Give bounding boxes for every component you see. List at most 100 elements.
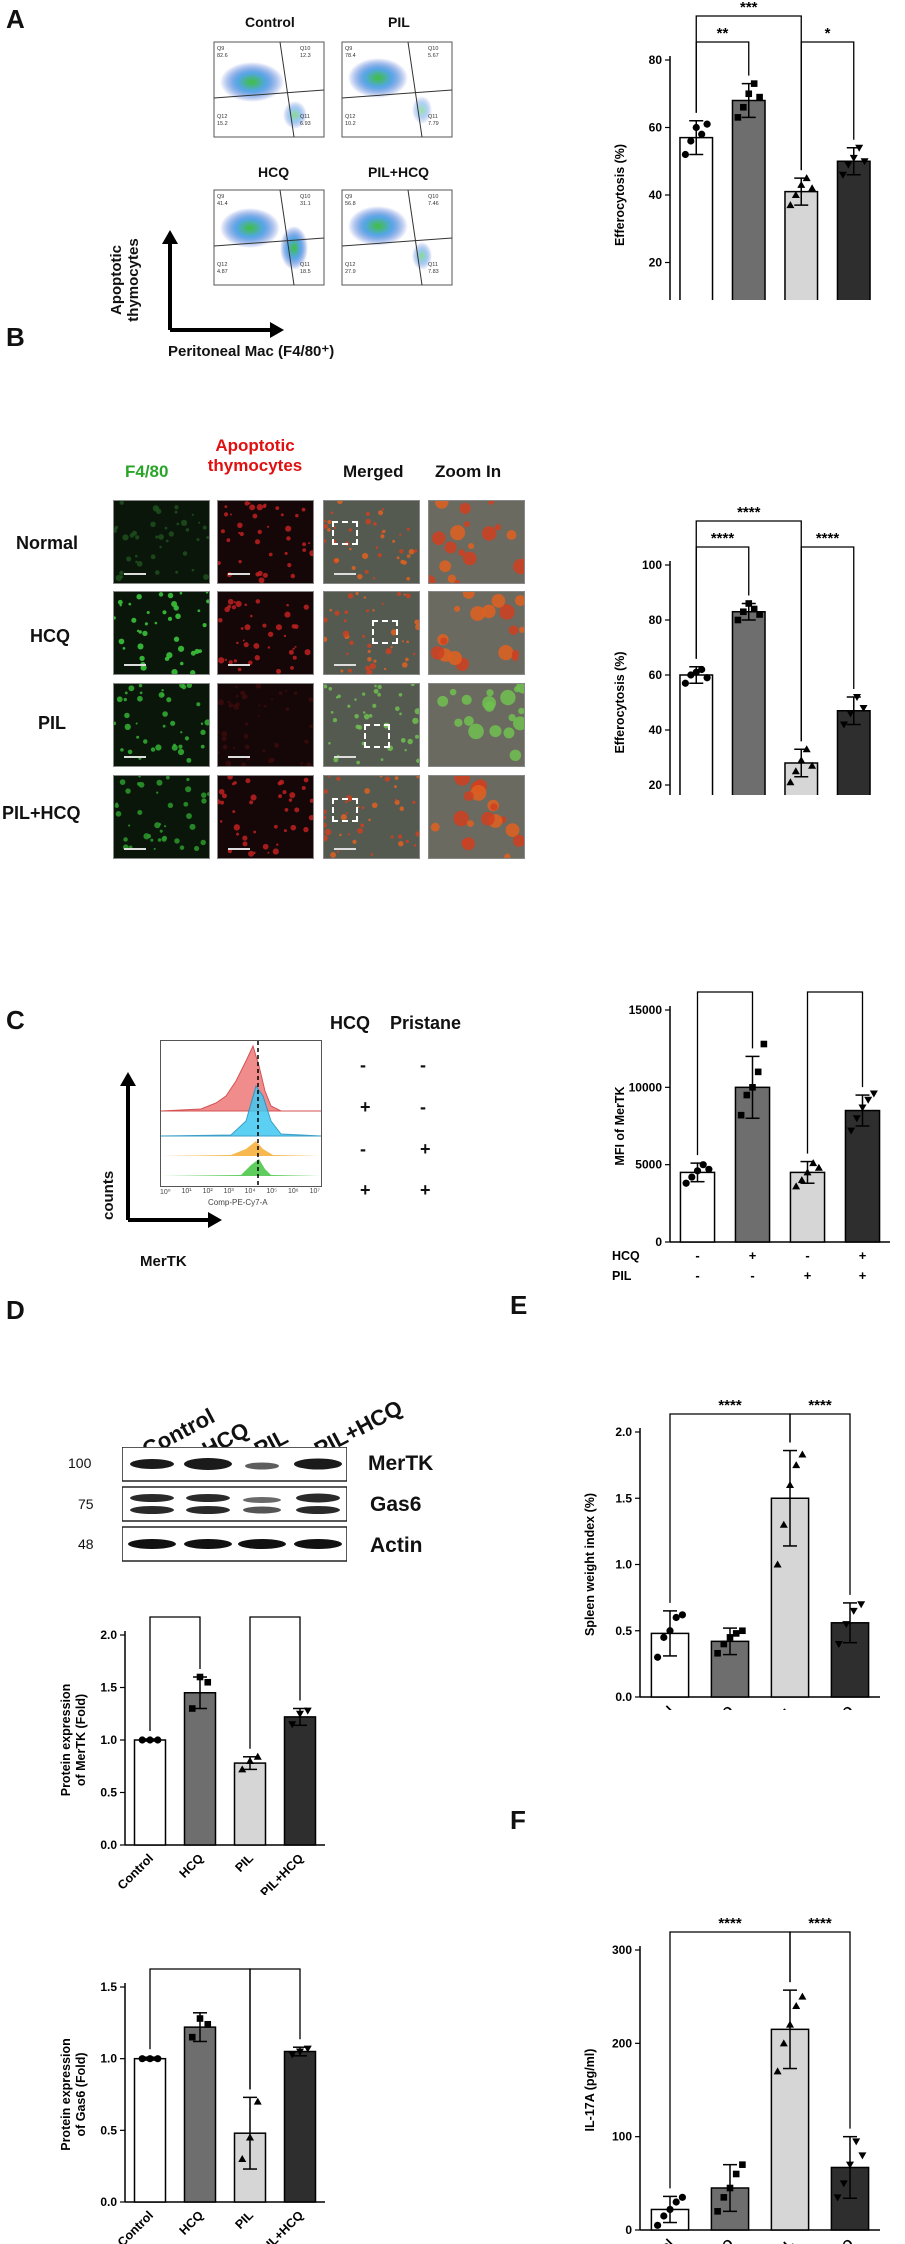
data-point: [857, 1601, 866, 1609]
data-point: [798, 1992, 807, 2000]
flow-plot-pil-hcq: [341, 189, 453, 286]
significance-label: ***: [740, 0, 758, 16]
data-point: [849, 154, 858, 162]
flow-quadrant-label: 18.5: [300, 269, 311, 275]
zoom-region-box: [332, 521, 358, 545]
significance-bracket: [800, 546, 855, 742]
data-point: [869, 1090, 878, 1098]
data-point: [858, 1104, 867, 1112]
x-tick-label: Control: [635, 1703, 676, 1710]
histogram-ticks: 10⁰ 10¹ 10² 10³ 10⁴ 10⁵ 10⁶ 10⁷: [160, 1188, 320, 1196]
y-tick-label: 0.5: [100, 1786, 117, 1800]
data-point: [246, 1757, 254, 1764]
flow-quadrant-label: Q9: [217, 194, 224, 200]
flow-plots-svg: Q982.6Q1012.3Q1215.2Q116.93Q978.4Q105.67…: [213, 41, 453, 286]
significance-bracket: [249, 1968, 301, 2090]
x-tick-label: PIL: [232, 1851, 256, 1875]
mw-48: 48: [78, 1536, 94, 1552]
col-header-apoptotic-line2: thymocytes: [207, 456, 303, 475]
data-point: [660, 2212, 668, 2220]
flow-quadrant-label: 31.1: [300, 201, 311, 207]
x-tick-label: PIL: [772, 1703, 796, 1710]
flow-quadrant-label: 6.93: [300, 121, 311, 127]
protein-gas6: Gas6: [370, 1493, 422, 1516]
y-tick-label: 1.0: [100, 1733, 117, 1747]
significance-bracket: [249, 1616, 301, 1749]
y-tick-label: 60: [649, 121, 663, 135]
data-point: [288, 1721, 297, 1729]
data-point: [196, 2015, 204, 2022]
x-tick-label: HCQ: [707, 1703, 737, 1710]
data-point: [682, 1179, 690, 1187]
data-point: [855, 144, 864, 152]
data-point: [288, 2051, 297, 2059]
significance-label: **: [194, 1965, 206, 1969]
scale-bar: [334, 573, 356, 575]
data-point: [204, 1678, 212, 1686]
data-point: [839, 2180, 848, 2188]
data-point: [779, 1520, 788, 1528]
flow-quadrant-label: Q9: [345, 46, 352, 52]
data-point: [693, 1167, 702, 1175]
data-point: [703, 674, 711, 682]
condition-sign: -: [695, 1248, 699, 1263]
significance-bracket: [789, 1931, 851, 2129]
bar: [679, 136, 714, 300]
data-point: [303, 2045, 312, 2053]
flow-plot-hcq: [213, 189, 325, 286]
hist-condition-sign: -: [360, 1055, 366, 1075]
flow-quadrant-label: 82.6: [217, 53, 228, 59]
significance-label: *: [172, 1615, 178, 1617]
zoom-region-box: [364, 724, 390, 748]
col-header-apoptotic-line1: Apoptotic: [215, 436, 295, 455]
bar: [133, 2057, 167, 2203]
histogram-x-label: Comp-PE-Cy7-A: [208, 1198, 268, 1207]
micrograph-tile: [323, 500, 420, 584]
mertk-histogram: [160, 1040, 322, 1187]
data-point: [860, 158, 869, 166]
col-header-apoptotic: Apoptotic thymocytes: [200, 436, 310, 476]
bar: [133, 1739, 167, 1846]
data-point: [844, 161, 853, 169]
data-point: [739, 1627, 746, 1635]
data-point: [734, 114, 742, 121]
condition-sign: -: [750, 1268, 754, 1283]
micrograph-tile: [323, 775, 420, 859]
significance-label: ****: [816, 530, 840, 547]
flow-quadrant-label: 78.4: [345, 53, 356, 59]
flow-quadrant-label: 10.2: [345, 121, 356, 127]
scale-bar: [228, 573, 250, 575]
flow-quadrant-label: Q10: [428, 46, 438, 52]
data-point: [797, 1176, 806, 1184]
hist-condition-sign: +: [420, 1139, 431, 1159]
data-point: [839, 721, 848, 729]
data-point: [705, 1165, 713, 1173]
significance-label: ****: [711, 530, 735, 547]
data-point: [138, 1736, 146, 1744]
mertk-axis-arrows: [120, 1072, 222, 1228]
micrograph-tile: [113, 683, 210, 767]
data-point: [687, 671, 695, 679]
data-point: [786, 1481, 794, 1488]
bar: [233, 1762, 267, 1846]
data-point: [754, 1068, 762, 1076]
y-axis-label: MFI of MerTK: [613, 1086, 627, 1165]
data-point: [849, 1607, 858, 1615]
data-point: [732, 2170, 740, 2178]
data-point: [714, 1649, 721, 1657]
micrograph-tile: [113, 775, 210, 859]
data-point: [687, 137, 695, 145]
hist-tick: 10²: [202, 1188, 213, 1195]
data-point: [678, 2193, 686, 2201]
gas6-bands: [130, 1493, 340, 1514]
y-tick-label: 0.0: [100, 2195, 117, 2209]
y-tick-label: 0.5: [100, 2123, 117, 2137]
scale-bar: [334, 756, 356, 758]
data-point: [253, 2097, 262, 2105]
western-blot-svg: [121, 1446, 348, 1562]
data-point: [739, 2161, 746, 2168]
data-point: [743, 1091, 751, 1099]
mertk-axis-label: MerTK: [140, 1253, 187, 1270]
data-point: [238, 1765, 247, 1773]
data-point: [838, 171, 847, 179]
